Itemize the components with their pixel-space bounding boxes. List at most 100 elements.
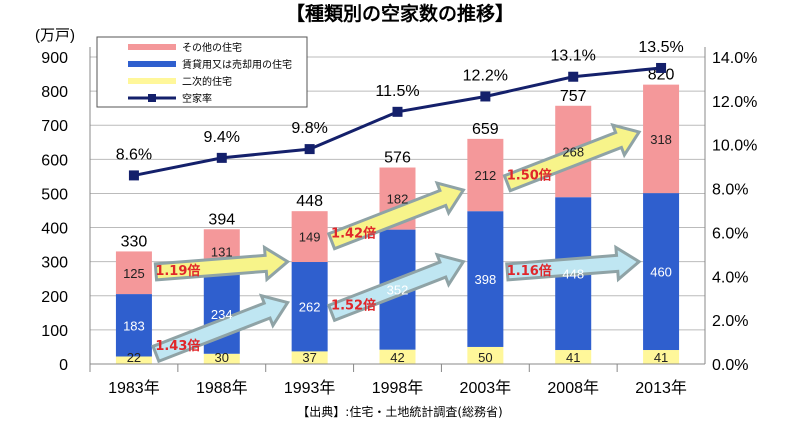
vacancy-rate-label: 9.8%	[291, 120, 327, 137]
bar-value-label: 212	[475, 168, 497, 183]
y2-tick-label: 10.0%	[712, 138, 757, 155]
vacancy-rate-label: 8.6%	[116, 146, 152, 163]
growth-arrow	[505, 244, 642, 283]
arrow-label: 1.42倍	[331, 226, 376, 242]
bar-value-label: 149	[299, 230, 321, 245]
bar-value-label: 131	[211, 245, 233, 260]
bar-segment	[467, 346, 504, 364]
growth-arrow	[151, 293, 291, 364]
x-tick-label: 2013年	[635, 379, 687, 397]
arrow-shape	[326, 252, 466, 323]
y2-tick-label: 4.0%	[712, 269, 748, 286]
bar-value-label: 42	[390, 350, 404, 365]
y2-tick-label: 8.0%	[712, 182, 748, 199]
x-tick-label: 1993年	[284, 379, 336, 397]
y2-tick-label: 0.0%	[712, 357, 748, 374]
arrow-label: 1.43倍	[155, 338, 200, 354]
y-tick-label: 300	[41, 255, 68, 272]
vacancy-rate-point	[480, 91, 491, 102]
y-axis-label: (万戸)	[35, 27, 75, 44]
bar-value-label: 268	[562, 144, 584, 159]
bar-segment	[643, 84, 680, 194]
bar-value-label: 41	[566, 350, 580, 365]
bar-value-label: 352	[387, 283, 409, 298]
bar-total-label: 820	[648, 67, 675, 84]
chart-title: 【種類別の空家数の推移】	[286, 2, 514, 25]
bar-value-label: 460	[650, 265, 672, 280]
arrow-shape	[326, 180, 466, 251]
bar-value-label: 182	[387, 192, 409, 207]
bar-value-label: 37	[302, 350, 316, 365]
y-tick-label: 100	[41, 323, 68, 340]
arrow-shape	[505, 244, 642, 283]
legend-label: 空家率	[182, 92, 212, 105]
legend-swatch	[128, 44, 176, 50]
bar-total-label: 757	[560, 88, 587, 105]
vacancy-rate-label: 12.2%	[463, 67, 508, 84]
y2-tick-label: 14.0%	[712, 50, 757, 67]
vacancy-rate-point	[656, 62, 667, 73]
arrow-shape	[153, 244, 291, 283]
legend-swatch	[128, 78, 176, 84]
vacancy-rate-point	[568, 71, 579, 82]
bar-segment	[291, 262, 328, 352]
growth-arrow	[326, 180, 466, 251]
bar-value-label: 50	[478, 350, 492, 365]
bar-segment	[555, 350, 592, 364]
bar-segment	[291, 211, 328, 263]
bar-value-label: 448	[562, 267, 584, 282]
source-note: 【出典】:住宅・土地統計調査(総務省)	[297, 404, 502, 419]
y-tick-label: 200	[41, 289, 68, 306]
x-tick-label: 2003年	[460, 379, 512, 397]
legend-label: その他の住宅	[182, 41, 242, 54]
vacancy-rate-label: 11.5%	[375, 83, 419, 100]
vacancy-rate-point	[392, 106, 403, 117]
vacancy-rate-point	[216, 152, 227, 163]
bar-total-label: 576	[384, 150, 411, 167]
bar-segment	[291, 351, 328, 364]
y-tick-label: 400	[41, 221, 68, 238]
bar-segment	[115, 294, 152, 357]
x-tick-label: 1983年	[108, 379, 160, 397]
bar-segment	[379, 349, 416, 364]
legend-marker	[148, 94, 156, 102]
y-tick-label: 600	[41, 152, 68, 169]
vacancy-rate-point	[128, 170, 139, 181]
bar-segment	[203, 353, 240, 364]
y2-tick-label: 2.0%	[712, 313, 748, 330]
bar-value-label: 318	[650, 132, 672, 147]
y2-tick-label: 6.0%	[712, 225, 748, 242]
arrow-shape	[502, 122, 642, 193]
y2-tick-label: 12.0%	[712, 94, 757, 111]
arrow-label: 1.16倍	[507, 263, 552, 279]
bar-total-label: 330	[121, 233, 148, 250]
bar-segment	[643, 350, 680, 364]
bar-value-label: 30	[215, 350, 229, 365]
arrow-shape	[151, 293, 291, 364]
legend-swatch	[128, 61, 176, 67]
x-tick-label: 1988年	[196, 379, 248, 397]
y-tick-label: 800	[41, 84, 68, 101]
bar-value-label: 125	[123, 266, 145, 281]
bar-segment	[467, 138, 504, 212]
vacancy-rate-label: 9.4%	[204, 129, 240, 146]
vacancy-rate-label: 13.1%	[551, 48, 596, 65]
bar-total-label: 394	[208, 211, 235, 228]
bar-segment	[467, 211, 504, 347]
bar-segment	[643, 193, 680, 351]
y-tick-label: 700	[41, 118, 68, 135]
growth-arrow	[502, 122, 642, 193]
vacancy-rate-point	[304, 144, 315, 155]
vacancy-rate-label: 13.5%	[638, 39, 683, 56]
arrow-label: 1.50倍	[507, 168, 552, 184]
bar-segment	[115, 251, 152, 295]
y-tick-label: 900	[41, 50, 68, 67]
bar-value-label: 41	[654, 350, 668, 365]
bar-total-label: 448	[296, 193, 323, 210]
y-tick-label: 0	[59, 357, 68, 374]
bar-value-label: 183	[123, 318, 145, 333]
bar-segment	[115, 356, 152, 364]
arrow-label: 1.19倍	[155, 263, 200, 279]
